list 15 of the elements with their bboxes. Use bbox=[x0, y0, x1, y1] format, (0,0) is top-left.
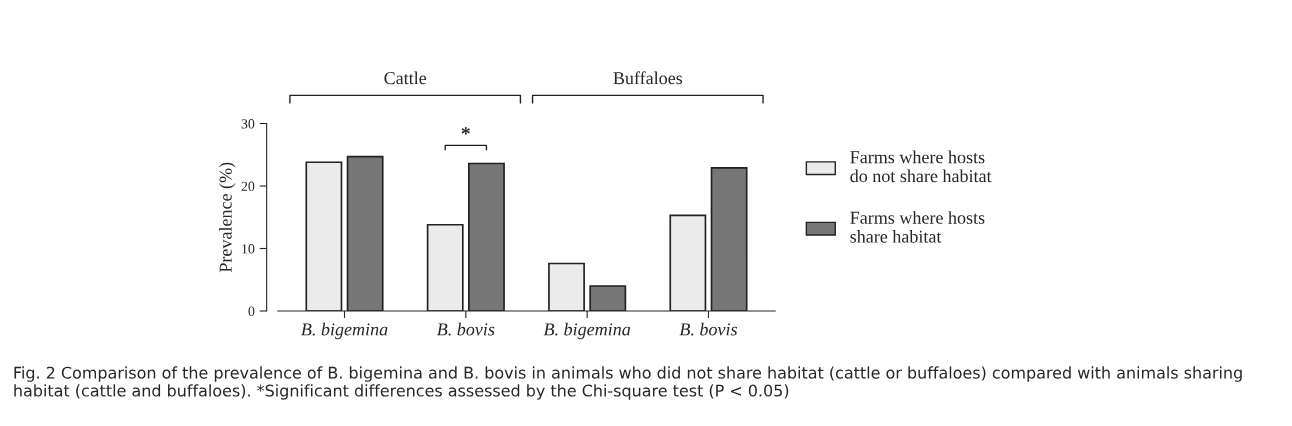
y-tick-label: 30 bbox=[241, 119, 255, 129]
x-tick-label: B. bigemina bbox=[301, 322, 388, 340]
x-tick-label: B. bovis bbox=[436, 322, 495, 336]
text: Cattle bbox=[384, 71, 427, 85]
text: Buffaloes bbox=[613, 71, 683, 85]
caption: Fig. 2 Comparison of the prevalence of B. bigemina and B. bovis in animals who did not share habitat (cattle or buffaloes) compared with animals sharing habitat (cattle and buffaloes). *Significant differences assessed by the Chi-square test (P < 0.05) bbox=[14, 366, 1242, 400]
y-tick-label: 20 bbox=[241, 181, 255, 191]
annotation: * bbox=[461, 127, 470, 135]
x-tick-label: B. bovis bbox=[679, 322, 738, 336]
legend-label: Farms where hosts do not share habitat bbox=[850, 150, 992, 183]
x-tick-label: B. bigemina bbox=[543, 322, 631, 340]
y-axis-title: Prevalence (%) bbox=[219, 162, 236, 273]
y-tick-label: 10 bbox=[242, 244, 255, 254]
y-tick-label: 0 bbox=[248, 306, 255, 316]
legend-label: Farms where hosts share habitat bbox=[850, 211, 985, 243]
